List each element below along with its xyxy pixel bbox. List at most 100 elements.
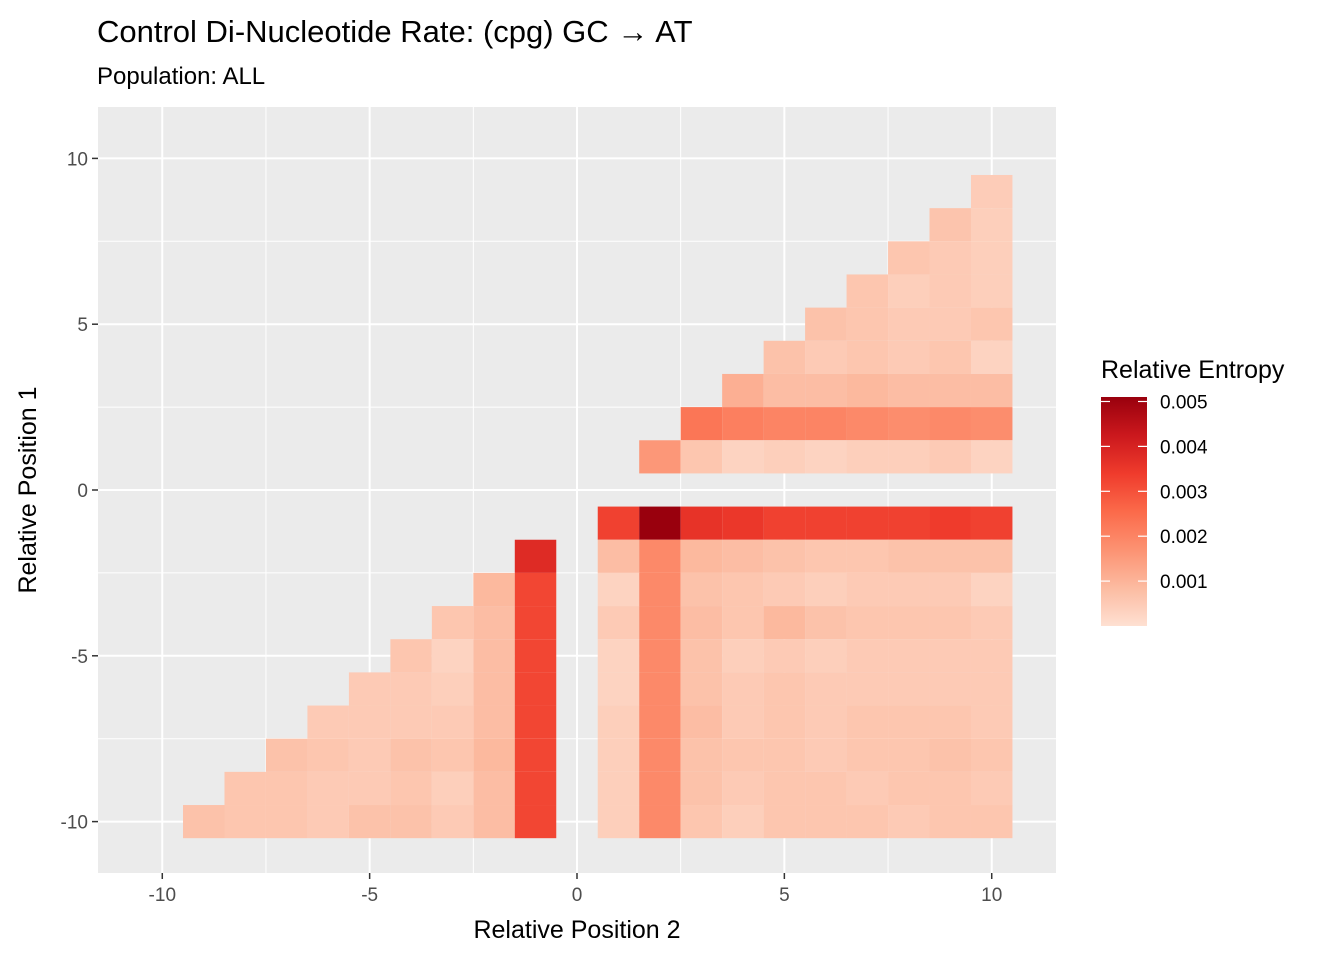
heatmap-tile [307, 771, 349, 806]
heatmap-tile [888, 672, 930, 706]
heatmap-tile [970, 241, 1013, 275]
heatmap-tile [431, 639, 474, 673]
x-tick-label: 5 [779, 885, 790, 906]
heatmap-tile [970, 407, 1013, 441]
heatmap-tile [390, 672, 432, 706]
heatmap-tiles [183, 174, 1013, 839]
heatmap-tile [763, 672, 806, 706]
heatmap-tile [805, 606, 847, 640]
y-tick-label: 10 [67, 149, 88, 170]
heatmap-tile [473, 705, 515, 739]
heatmap-tile [183, 805, 225, 839]
legend-tick-label: 0.002 [1160, 527, 1208, 548]
heatmap-tile [929, 307, 971, 341]
heatmap-tile [722, 805, 764, 839]
heatmap-tile [473, 572, 515, 607]
heatmap-tile [639, 672, 681, 706]
heatmap-tile [390, 639, 432, 673]
heatmap-tile [929, 506, 971, 540]
heatmap-tile [639, 805, 681, 839]
heatmap-tile [805, 805, 847, 839]
heatmap-tile [763, 572, 806, 607]
heatmap-tile [805, 771, 847, 806]
heatmap-tile [473, 805, 515, 839]
heatmap-tile [888, 340, 930, 374]
heatmap-tile [888, 606, 930, 640]
heatmap-tile [846, 307, 889, 341]
x-tick-label: -5 [361, 885, 378, 906]
heatmap-tile [805, 407, 847, 441]
heatmap-tile [929, 340, 971, 374]
heatmap-tile [307, 738, 349, 772]
y-axis-ticks: -10 -5 0 5 10 [61, 149, 98, 834]
heatmap-tile [763, 805, 806, 839]
legend: Relative Entropy 0.0010.0020.0030.0040.0… [1101, 356, 1285, 626]
heatmap-tile [265, 738, 308, 772]
heatmap-tile [473, 672, 515, 706]
heatmap-tile [805, 639, 847, 673]
heatmap-tile [348, 805, 391, 839]
heatmap-tile [970, 506, 1013, 540]
legend-tick-label: 0.003 [1160, 482, 1208, 503]
heatmap-tile [805, 572, 847, 607]
heatmap-tile [970, 307, 1013, 341]
heatmap-tile [514, 606, 557, 640]
heatmap-tile [680, 805, 723, 839]
heatmap-tile [888, 771, 930, 806]
chart-title: Control Di-Nucleotide Rate: (cpg) GC → A… [97, 14, 693, 49]
heatmap-tile [390, 738, 432, 772]
heatmap-tile [805, 738, 847, 772]
heatmap-tile [680, 572, 723, 607]
heatmap-tile [514, 805, 557, 839]
legend-title: Relative Entropy [1101, 356, 1285, 384]
heatmap-tile [970, 174, 1013, 209]
heatmap-tile [390, 771, 432, 806]
heatmap-tile [846, 672, 889, 706]
heatmap-tile [763, 373, 806, 408]
x-axis-ticks: -10 -5 0 5 10 [149, 873, 1002, 906]
heatmap-tile [639, 639, 681, 673]
heatmap-tile [970, 672, 1013, 706]
heatmap-tile [846, 340, 889, 374]
heatmap-tile [805, 506, 847, 540]
heatmap-tile [680, 672, 723, 706]
heatmap-tile [929, 672, 971, 706]
heatmap-tile [763, 407, 806, 441]
heatmap-tile [970, 738, 1013, 772]
heatmap-tile [763, 705, 806, 739]
heatmap-tile [307, 805, 349, 839]
heatmap-tile [763, 539, 806, 573]
heatmap-tile [473, 738, 515, 772]
heatmap-tile [846, 373, 889, 408]
heatmap-tile [597, 672, 640, 706]
heatmap-tile [680, 606, 723, 640]
heatmap-tile [514, 639, 557, 673]
heatmap-tile [307, 705, 349, 739]
y-tick-label: 0 [77, 481, 88, 502]
heatmap-tile [722, 407, 764, 441]
heatmap-tile [680, 639, 723, 673]
heatmap-tile [846, 506, 889, 540]
heatmap-tile [929, 771, 971, 806]
heatmap-tile [597, 805, 640, 839]
legend-tick-label: 0.005 [1160, 392, 1208, 413]
heatmap-tile [846, 274, 889, 308]
y-tick-label: 5 [77, 315, 88, 336]
heatmap-tile [929, 572, 971, 607]
heatmap-tile [763, 340, 806, 374]
heatmap-tile [888, 738, 930, 772]
heatmap-tile [722, 606, 764, 640]
heatmap-tile [970, 705, 1013, 739]
heatmap-tile [763, 738, 806, 772]
heatmap-tile [970, 340, 1013, 374]
heatmap-tile [888, 241, 930, 275]
heatmap-tile [431, 606, 474, 640]
heatmap-tile [805, 672, 847, 706]
heatmap-tile [224, 771, 266, 806]
heatmap-tile [846, 771, 889, 806]
heatmap-tile [639, 771, 681, 806]
heatmap-tile [597, 539, 640, 573]
heatmap-tile [929, 606, 971, 640]
heatmap-tile [929, 241, 971, 275]
chart-subtitle: Population: ALL [97, 63, 265, 90]
